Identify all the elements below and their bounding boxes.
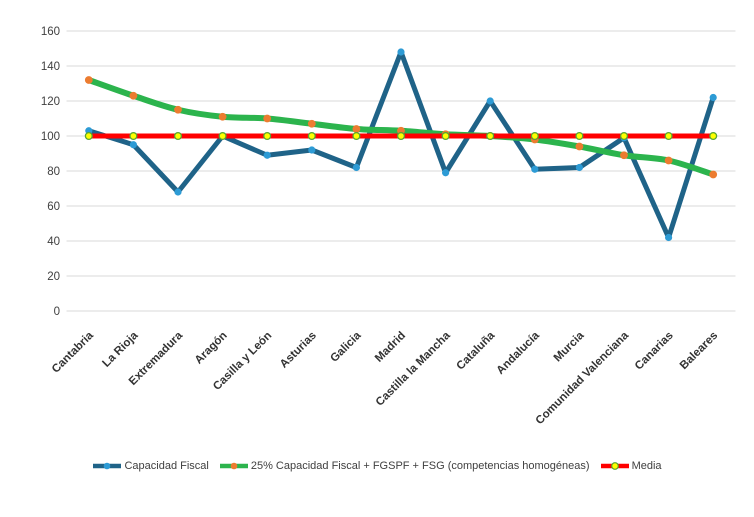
series-line-capacidad-fiscal (86, 49, 716, 240)
x-category-label-asturias: Asturias (278, 330, 319, 371)
y-tick-label: 100 (41, 131, 60, 143)
x-category-label-comunidad-valenciana: Comunidad Valenciana (534, 329, 632, 427)
data-point-25-capacidad-fiscal-fgspf-fsg-competencias-galicia (352, 125, 361, 133)
x-category-label-cataluna: Cataluña (454, 329, 497, 372)
data-point-capacidad-fiscal-murcia (575, 163, 584, 172)
legend-label-capacidad-fiscal: Capacidad Fiscal (124, 460, 209, 472)
x-category-label-galicia: Galicia (328, 329, 364, 365)
data-point-capacidad-fiscal-andalucia (531, 165, 539, 173)
data-point-25-capacidad-fiscal-fgspf-fsg-competencias-murcia (575, 142, 584, 151)
data-point-media-andalucia (530, 131, 539, 141)
y-tick-label: 80 (47, 166, 60, 178)
legend-label-media: Media (631, 460, 662, 472)
data-point-capacidad-fiscal-casilla-y-leon (263, 151, 271, 159)
data-point-capacidad-fiscal-asturias (308, 146, 316, 154)
legend-dot-swatch (230, 462, 238, 470)
data-point-media-extremadura (173, 131, 183, 141)
data-point-media-canarias (664, 131, 673, 141)
legend-marker-icon-media (600, 462, 629, 470)
y-tick-label: 0 (54, 306, 60, 318)
legend-dot-swatch (610, 462, 619, 470)
gridlines (66, 30, 736, 312)
x-category-label-madrid: Madrid (373, 330, 408, 365)
x-category-label-baleares: Baleares (678, 330, 720, 372)
data-point-25-capacidad-fiscal-fgspf-fsg-competencias-canarias (664, 156, 673, 165)
chart-legend: Capacidad Fiscal 25% Capacidad Fiscal + F… (0, 455, 754, 477)
data-point-25-capacidad-fiscal-fgspf-fsg-competencias-aragon (218, 112, 227, 121)
series-markers-25-capacidad-fiscal-fgspf-fsg-competencias (84, 76, 718, 179)
data-point-25-capacidad-fiscal-fgspf-fsg-competencias-baleares (709, 170, 718, 179)
data-point-25-capacidad-fiscal-fgspf-fsg-competencias-asturias (307, 119, 316, 128)
data-point-media-asturias (307, 131, 316, 141)
data-point-capacidad-fiscal-madrid (397, 48, 405, 56)
data-point-25-capacidad-fiscal-fgspf-fsg-competencias-casilla-y-leon (263, 114, 272, 123)
legend-item-25-capacidad-fiscal-fgspf-fsg-competencias: 25% Capacidad Fiscal + FGSPF + FSG (comp… (219, 460, 590, 472)
data-point-media-murcia (575, 131, 584, 141)
data-point-media-castilla-la-mancha (441, 131, 450, 141)
data-point-media-casilla-y-leon (263, 131, 272, 141)
series-markers-capacidad-fiscal (85, 48, 717, 242)
y-tick-label: 160 (41, 26, 60, 38)
x-category-label-aragon: Aragón (193, 330, 230, 367)
data-point-capacidad-fiscal-castilla-la-mancha (442, 169, 450, 177)
series-markers-media (84, 131, 718, 141)
x-category-label-castilla-la-mancha: Castilla la Mancha (374, 329, 453, 408)
y-tick-label: 140 (41, 61, 60, 73)
y-tick-label: 20 (47, 271, 60, 283)
data-point-25-capacidad-fiscal-fgspf-fsg-competencias-la-rioja (129, 91, 138, 100)
data-point-capacidad-fiscal-galicia (352, 163, 360, 172)
data-point-media-baleares (709, 131, 718, 141)
data-point-media-la-rioja (129, 131, 138, 141)
y-tick-label: 120 (41, 96, 60, 108)
y-tick-label: 40 (47, 236, 60, 248)
x-category-label-canarias: Canarias (633, 330, 676, 373)
data-point-25-capacidad-fiscal-fgspf-fsg-competencias-comunidad-valenciana (620, 151, 628, 160)
data-point-capacidad-fiscal-baleares (709, 93, 717, 102)
legend-item-capacidad-fiscal: Capacidad Fiscal (92, 460, 209, 472)
x-category-label-andalucia: Andalucía (495, 329, 543, 377)
data-point-media-comunidad-valenciana (619, 131, 629, 141)
data-point-25-capacidad-fiscal-fgspf-fsg-competencias-cantabria (84, 76, 93, 84)
data-point-capacidad-fiscal-canarias (665, 233, 673, 242)
data-point-media-aragon (218, 131, 227, 141)
legend-marker-icon-25-capacidad-fiscal-fgspf-fsg-competencias (219, 462, 248, 470)
x-category-label-cantabria: Cantabria (50, 329, 96, 375)
y-tick-label: 60 (47, 201, 60, 213)
data-point-media-galicia (352, 131, 361, 141)
line-chart-canvas: 0 20 40 60 80 100 120 140 160 Cantabria La RiojaEx… (41, 26, 736, 427)
legend-label-25-capacidad-fiscal-fgspf-fsg-competencias: 25% Capacidad Fiscal + FGSPF + FSG (comp… (250, 460, 590, 472)
legend-item-media: Media (600, 460, 662, 472)
data-point-25-capacidad-fiscal-fgspf-fsg-competencias-extremadura (174, 105, 182, 114)
legend-marker-icon-capacidad-fiscal (93, 462, 122, 470)
data-point-media-madrid (396, 131, 406, 141)
x-category-label-murcia: Murcia (552, 329, 587, 364)
data-point-capacidad-fiscal-la-rioja (129, 141, 137, 149)
legend-dot-swatch (104, 462, 111, 470)
y-axis-tick-labels: 0 20 40 60 80 100 120 140 160 (41, 26, 60, 318)
data-point-capacidad-fiscal-cataluna (486, 97, 494, 105)
x-category-label-la-rioja: La Rioja (100, 329, 141, 370)
data-point-media-cataluna (486, 131, 495, 141)
data-point-media-cantabria (84, 131, 93, 141)
data-point-capacidad-fiscal-extremadura (174, 188, 182, 196)
